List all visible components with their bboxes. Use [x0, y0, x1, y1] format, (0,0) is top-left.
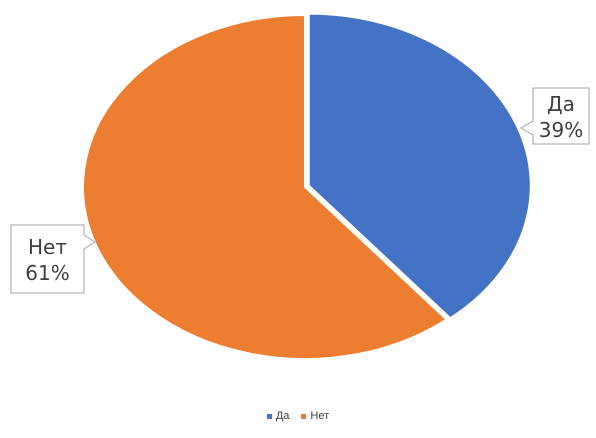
- data-label-percent-da: 39%: [539, 118, 583, 142]
- legend-item-net: Нет: [301, 410, 329, 422]
- legend-swatch-net: [301, 413, 307, 419]
- data-label-box-da: [520, 87, 590, 145]
- legend-label-net: Нет: [310, 410, 330, 422]
- data-label-percent-net: 61%: [25, 261, 69, 285]
- pie-slice-net: [82, 13, 449, 360]
- data-label-category-net: Нет: [28, 235, 67, 259]
- data-label-category-da: Да: [547, 92, 575, 116]
- legend-item-da: Да: [266, 410, 290, 422]
- pie-slices: [82, 12, 532, 360]
- legend-label-da: Да: [275, 410, 290, 422]
- chart-legend: Да Нет: [0, 410, 596, 422]
- pie-slice-da: [307, 12, 532, 320]
- data-label-box-net: [10, 224, 96, 294]
- legend-swatch-da: [266, 413, 272, 419]
